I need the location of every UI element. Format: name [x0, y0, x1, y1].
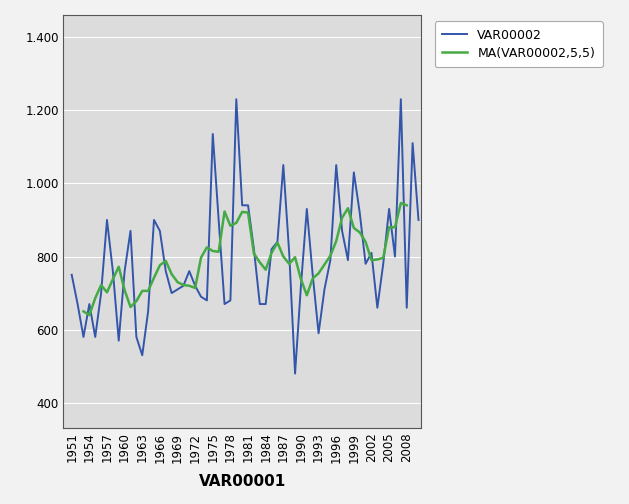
- VAR00002: [186, 268, 193, 274]
- VAR00002: [126, 228, 134, 234]
- VAR00002: [156, 228, 164, 234]
- MA(VAR00002,5,5): [156, 262, 164, 268]
- VAR00002: [233, 96, 240, 102]
- X-axis label: VAR00001: VAR00001: [199, 474, 286, 489]
- VAR00002: [297, 283, 304, 289]
- VAR00002: [291, 370, 299, 376]
- Line: VAR00002: VAR00002: [72, 99, 418, 373]
- VAR00002: [168, 290, 175, 296]
- VAR00002: [415, 217, 422, 223]
- MA(VAR00002,5,5): [180, 282, 187, 288]
- MA(VAR00002,5,5): [126, 304, 134, 310]
- MA(VAR00002,5,5): [186, 283, 193, 289]
- VAR00002: [180, 283, 187, 289]
- Legend: VAR00002, MA(VAR00002,5,5): VAR00002, MA(VAR00002,5,5): [435, 21, 603, 68]
- Line: MA(VAR00002,5,5): MA(VAR00002,5,5): [84, 203, 407, 315]
- VAR00002: [68, 272, 75, 278]
- MA(VAR00002,5,5): [168, 271, 175, 277]
- MA(VAR00002,5,5): [286, 261, 293, 267]
